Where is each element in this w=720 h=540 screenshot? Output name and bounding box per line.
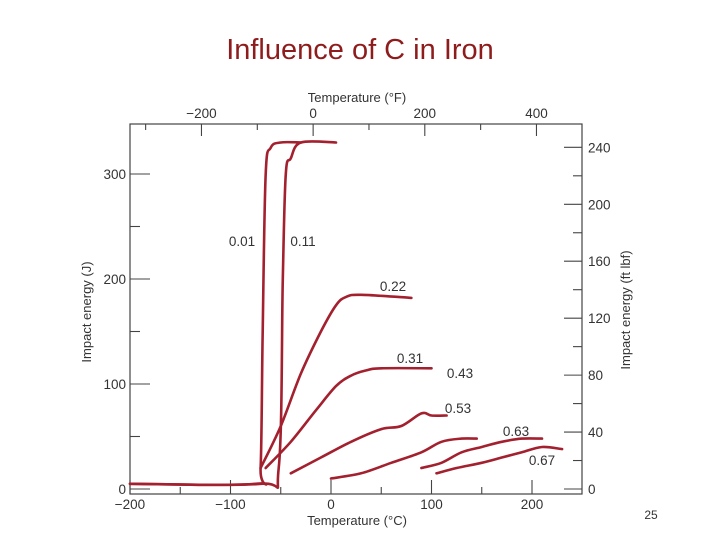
y-tick-label: 100 [103, 377, 126, 392]
curve-0-67 [435, 445, 564, 475]
x2-tick-label: −200 [186, 106, 216, 121]
y2-tick-label: 240 [588, 140, 611, 155]
y2-tick-label: 120 [588, 311, 611, 326]
x-tick-label: 0 [327, 497, 335, 512]
y2-tick-label: 200 [588, 197, 611, 212]
curve-label-0-22: 0.22 [380, 279, 406, 294]
x-axis-title: Temperature (°C) [307, 513, 407, 528]
curve-0-01 [128, 140, 303, 487]
page-number: 25 [644, 508, 658, 522]
y2-axis-title: Impact energy (ft lbf) [618, 250, 633, 369]
curve-0-63 [420, 437, 544, 470]
x-tick-label: −200 [115, 497, 145, 512]
curve-label-0-31: 0.31 [397, 351, 423, 366]
y-axis-title: Impact energy (J) [79, 261, 94, 362]
curve-0-43 [289, 411, 448, 475]
curve-label-0-63: 0.63 [503, 424, 529, 439]
y-tick-label: 300 [103, 167, 126, 182]
curve-0-11 [128, 140, 338, 489]
curve-label-0-53: 0.53 [445, 401, 471, 416]
y2-tick-label: 80 [588, 368, 603, 383]
curve-0-31 [264, 366, 433, 470]
x-tick-label: −100 [215, 497, 245, 512]
curve-0-22 [259, 293, 413, 470]
y2-tick-label: 0 [588, 482, 596, 497]
curve-label-0-01: 0.01 [229, 234, 255, 249]
x2-tick-label: 0 [309, 106, 317, 121]
x2-tick-label: 200 [414, 106, 437, 121]
curve-label-0-11: 0.11 [290, 234, 315, 249]
x-tick-label: 100 [420, 497, 443, 512]
curve-labels: 0.01 0.11 0.22 0.31 0.43 0.53 0.630.67 [229, 234, 555, 468]
x-tick-label: 200 [521, 497, 544, 512]
curve-0-53 [329, 437, 478, 480]
y2-tick-label: 40 [588, 425, 603, 440]
axis-ticks: −200 −100 0 100 200−200 0 200 40001002003000408… [103, 106, 610, 512]
x2-tick-label: 400 [525, 106, 548, 121]
plot-frame [129, 123, 583, 495]
y2-tick-label: 160 [588, 254, 611, 269]
y-tick-label: 0 [118, 482, 126, 497]
x2-axis-title: Temperature (°F) [308, 90, 406, 105]
curve-label-0-43: 0.43 [447, 366, 473, 381]
curves [128, 140, 564, 489]
plot-border [129, 123, 583, 495]
slide-title: Influence of C in Iron [226, 34, 494, 66]
curve-label-0-67: 0.67 [529, 453, 555, 468]
y-tick-label: 200 [103, 272, 126, 287]
